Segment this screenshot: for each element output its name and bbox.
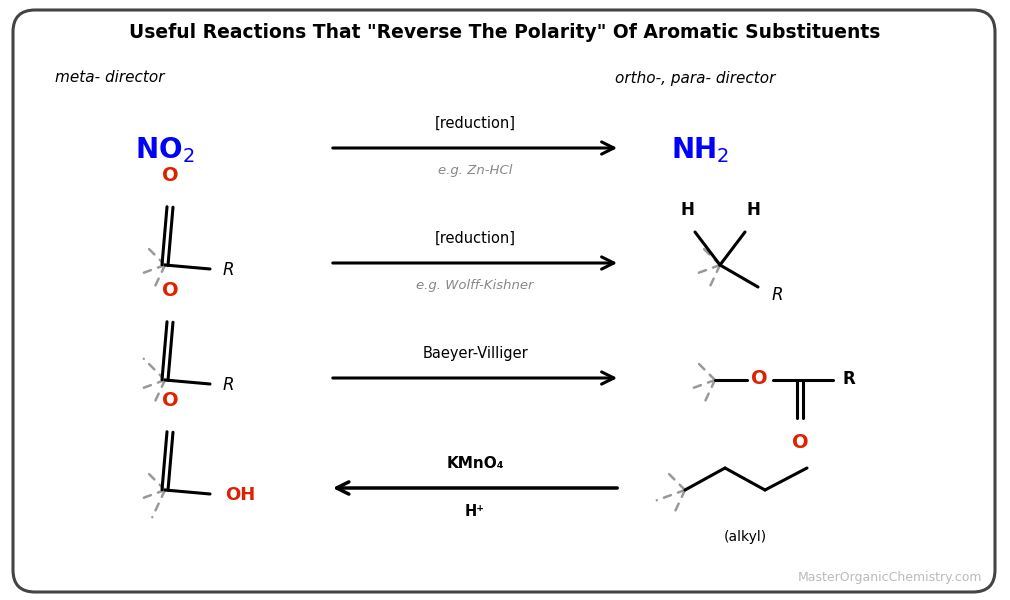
Text: R: R [223, 376, 234, 394]
Text: [reduction]: [reduction] [434, 116, 515, 131]
Text: [reduction]: [reduction] [434, 231, 515, 246]
Text: H: H [680, 201, 694, 219]
Text: NO$_2$: NO$_2$ [135, 135, 195, 165]
Text: O: O [162, 391, 179, 410]
Text: Useful Reactions That "Reverse The Polarity" Of Aromatic Substituents: Useful Reactions That "Reverse The Polar… [129, 22, 881, 41]
Text: O: O [162, 166, 179, 185]
Text: NH$_2$: NH$_2$ [671, 135, 729, 165]
Text: R: R [223, 261, 234, 279]
FancyBboxPatch shape [13, 10, 995, 592]
Text: O: O [162, 281, 179, 300]
Text: MasterOrganicChemistry.com: MasterOrganicChemistry.com [798, 571, 982, 584]
Text: e.g. Zn-HCl: e.g. Zn-HCl [437, 164, 512, 177]
Text: ortho-, para- director: ortho-, para- director [615, 70, 776, 85]
Text: H: H [746, 201, 760, 219]
Text: (alkyl): (alkyl) [723, 530, 767, 544]
Text: KMnO₄: KMnO₄ [446, 456, 504, 471]
Text: R: R [843, 370, 855, 388]
Text: OH: OH [225, 486, 256, 504]
Text: O: O [750, 370, 768, 389]
Text: e.g. Wolff-Kishner: e.g. Wolff-Kishner [416, 279, 533, 292]
Text: meta- director: meta- director [55, 70, 165, 85]
Text: R: R [772, 286, 784, 304]
Text: O: O [792, 433, 808, 452]
Text: H⁺: H⁺ [465, 504, 485, 519]
Text: Baeyer-Villiger: Baeyer-Villiger [422, 346, 528, 361]
